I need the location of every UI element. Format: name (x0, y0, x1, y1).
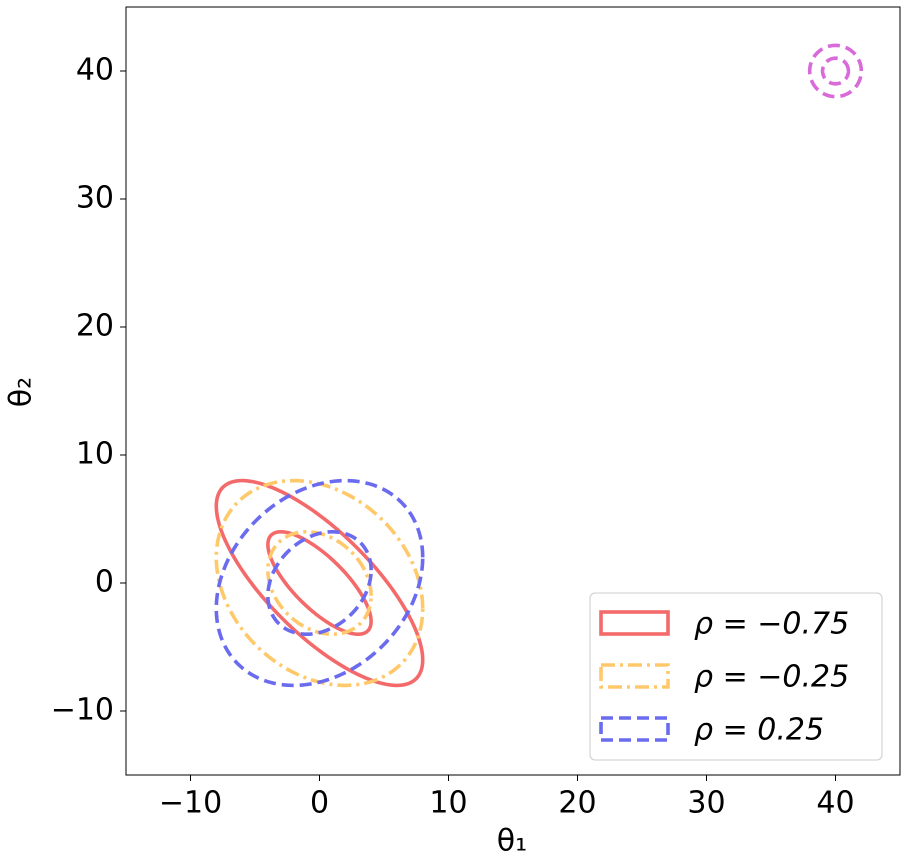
contour-line (266, 529, 373, 637)
contour-line (807, 43, 864, 99)
contour-line (214, 478, 425, 688)
x-axis-label: θ₁ (497, 824, 527, 858)
y-tick-label: 40 (76, 53, 114, 88)
y-tick-label: 10 (76, 437, 114, 472)
legend-swatch (599, 663, 670, 689)
y-tick-label: 30 (76, 181, 114, 216)
x-tick-label: 10 (429, 786, 467, 821)
x-tick-label: 30 (687, 786, 725, 821)
legend-label: ρ = −0.25 (694, 660, 849, 695)
contour-line (820, 56, 851, 86)
contour-line (214, 478, 425, 688)
legend-label: ρ = −0.75 (694, 607, 849, 642)
x-tick-label: 20 (558, 786, 596, 821)
x-tick-label: 40 (816, 786, 854, 821)
legend-swatch (599, 716, 670, 742)
y-axis-label: θ₂ (4, 377, 39, 407)
y-tick-label: 20 (76, 309, 114, 344)
plot-frame (125, 6, 901, 776)
y-tick-label: 0 (95, 565, 114, 600)
legend-label: ρ = 0.25 (694, 713, 824, 748)
x-tick-label: 0 (310, 786, 329, 821)
y-tick-label: −10 (51, 693, 114, 728)
contour-line (214, 478, 425, 688)
x-tick-label: −10 (159, 786, 222, 821)
legend-swatch (599, 610, 670, 636)
